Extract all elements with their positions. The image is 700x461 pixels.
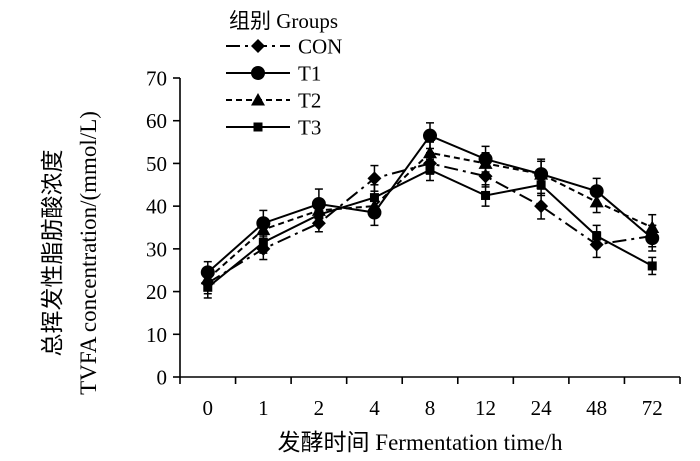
series-point-t1-8 bbox=[423, 128, 437, 143]
x-tick-label: 1 bbox=[258, 396, 269, 420]
x-tick-label: 48 bbox=[586, 396, 607, 420]
y-tick-label: 0 bbox=[157, 366, 168, 390]
y-tick-label: 50 bbox=[146, 152, 167, 176]
x-tick-label: 24 bbox=[531, 396, 553, 420]
series-point-t2-8 bbox=[423, 145, 437, 159]
y-tick-label: 60 bbox=[146, 109, 167, 133]
legend-label-t1: T1 bbox=[298, 62, 321, 86]
legend-item-t1: T1 bbox=[226, 62, 321, 86]
series-point-t3-4 bbox=[369, 193, 379, 203]
x-tick-label: 72 bbox=[642, 396, 663, 420]
legend-label-t3: T3 bbox=[298, 116, 321, 140]
legend-label-con: CON bbox=[298, 35, 342, 59]
y-tick-label: 70 bbox=[146, 67, 167, 91]
series-point-t3-24 bbox=[536, 180, 546, 190]
series-point-t3-48 bbox=[592, 231, 602, 241]
y-axis-title-zh: 总挥发性脂肪酸浓度 bbox=[40, 150, 65, 357]
x-tick-label: 0 bbox=[203, 396, 214, 420]
legend-marker-t3 bbox=[253, 122, 263, 132]
legend-item-t2: T2 bbox=[226, 89, 321, 113]
series-line-con bbox=[207, 162, 653, 284]
series-point-con-12 bbox=[478, 169, 493, 184]
series-point-t3-8 bbox=[425, 165, 435, 175]
series-point-t2-48 bbox=[589, 194, 604, 208]
legend-marker-t1 bbox=[251, 66, 265, 80]
y-tick-label: 40 bbox=[146, 195, 167, 219]
x-tick-label: 8 bbox=[425, 396, 436, 420]
series-point-t2-12 bbox=[478, 156, 493, 169]
series-point-t3-72 bbox=[647, 261, 657, 271]
y-tick-label: 10 bbox=[146, 323, 167, 347]
series-point-con-24 bbox=[534, 199, 549, 214]
x-tick-label: 2 bbox=[314, 396, 325, 420]
legend-title: 组别 Groups bbox=[229, 9, 338, 33]
series-point-t3-1 bbox=[258, 237, 268, 247]
series-point-t3-0 bbox=[203, 282, 213, 292]
x-tick-label: 12 bbox=[475, 396, 496, 420]
legend-item-t3: T3 bbox=[226, 116, 321, 140]
series-t3 bbox=[203, 158, 657, 299]
legend: CON T1 T2 T3 bbox=[226, 35, 342, 140]
x-tick-label: 4 bbox=[369, 396, 380, 420]
x-axis-title: 发酵时间 Fermentation time/h bbox=[278, 430, 563, 455]
legend-marker-con bbox=[251, 39, 265, 53]
legend-item-con: CON bbox=[226, 35, 342, 59]
y-tick-label: 30 bbox=[146, 237, 167, 261]
series-point-con-4 bbox=[367, 171, 382, 186]
y-axis-title-en: TVFA concentration/(mmol/L) bbox=[76, 111, 101, 395]
legend-label-t2: T2 bbox=[298, 89, 321, 113]
series-point-t2-72 bbox=[645, 220, 660, 233]
series-point-t3-2 bbox=[314, 210, 324, 220]
legend-marker-t2 bbox=[251, 93, 265, 106]
series-point-t3-12 bbox=[481, 190, 491, 200]
y-tick-label: 20 bbox=[146, 280, 167, 304]
